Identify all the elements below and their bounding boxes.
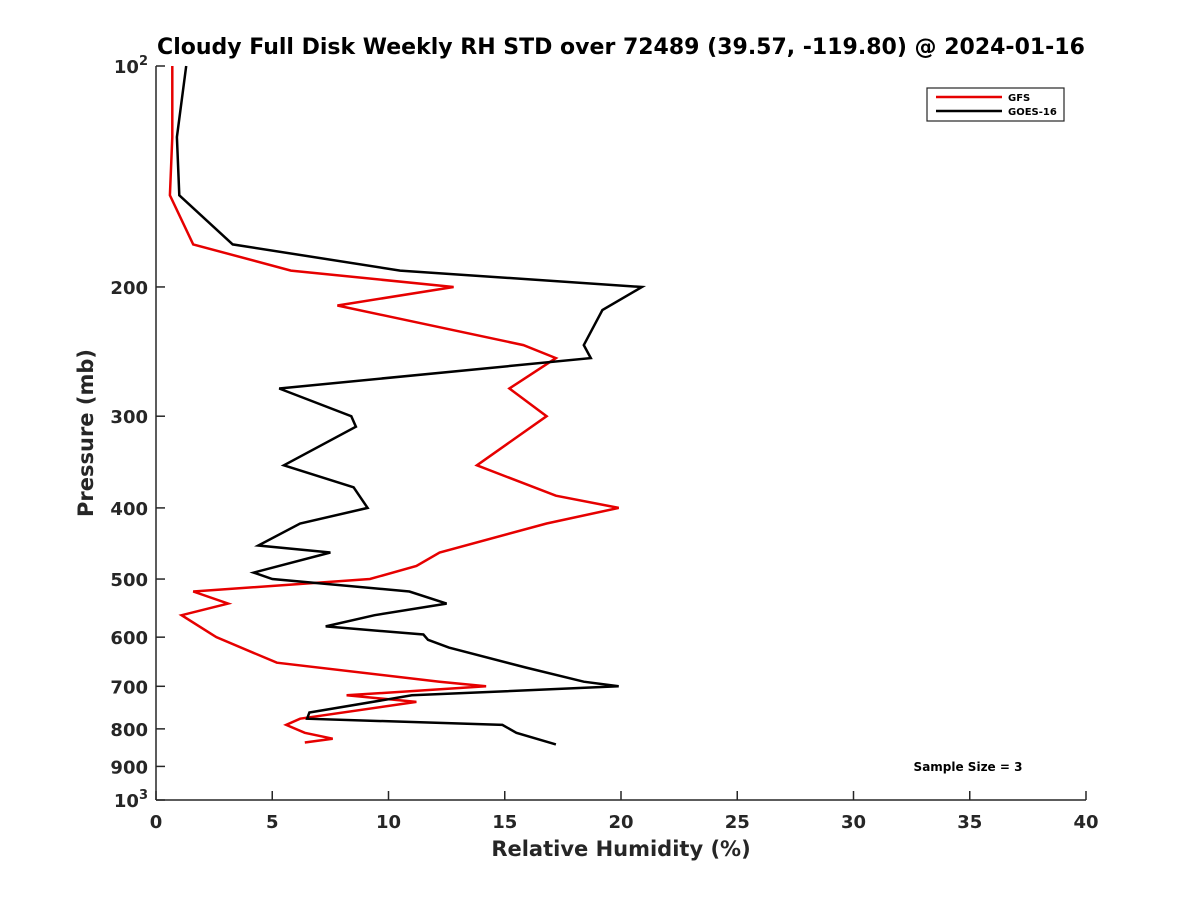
y-tick-label: 400 [110, 499, 148, 520]
y-tick-label: 500 [110, 570, 148, 591]
x-tick-label: 15 [492, 812, 517, 833]
y-tick-label: 300 [110, 407, 148, 428]
y-tick-label: 600 [110, 628, 148, 649]
axes [155, 66, 1086, 801]
series-line-gfs [168, 66, 619, 744]
y-tick-label: 900 [110, 757, 148, 778]
y-tick-label: 103 [114, 788, 148, 812]
series-line-goes16 [175, 65, 647, 746]
y-axis-label: Pressure (mb) [74, 349, 98, 517]
x-tick-label: 20 [608, 812, 633, 833]
y-tick-exponent: 3 [139, 788, 148, 803]
x-tick-label: 25 [725, 812, 750, 833]
x-ticks: 0 5 10 15 20 25 30 35 40 [150, 791, 1099, 833]
y-tick-base: 10 [114, 791, 139, 812]
y-tick-label: 200 [110, 278, 148, 299]
x-tick-label: 5 [266, 812, 279, 833]
x-tick-label: 0 [150, 812, 163, 833]
x-axis-label: Relative Humidity (%) [491, 837, 750, 861]
legend: GFS GOES-16 [926, 87, 1065, 122]
x-tick-label: 30 [841, 812, 866, 833]
legend-box [926, 87, 1065, 122]
x-tick-label: 35 [957, 812, 982, 833]
y-tick-label: 102 [114, 54, 148, 78]
x-tick-label: 40 [1073, 812, 1098, 833]
y-tick-label: 700 [110, 677, 148, 698]
sample-size-annotation: Sample Size = 3 [914, 760, 1023, 774]
legend-label-gfs: GFS [1008, 93, 1030, 104]
y-tick-base: 10 [114, 57, 139, 78]
y-tick-exponent: 2 [139, 54, 148, 69]
legend-label-goes16: GOES-16 [1008, 107, 1057, 118]
chart-title: Cloudy Full Disk Weekly RH STD over 7248… [157, 35, 1085, 60]
series-layer [168, 65, 647, 746]
x-tick-label: 10 [376, 812, 401, 833]
y-tick-label: 800 [110, 720, 148, 741]
